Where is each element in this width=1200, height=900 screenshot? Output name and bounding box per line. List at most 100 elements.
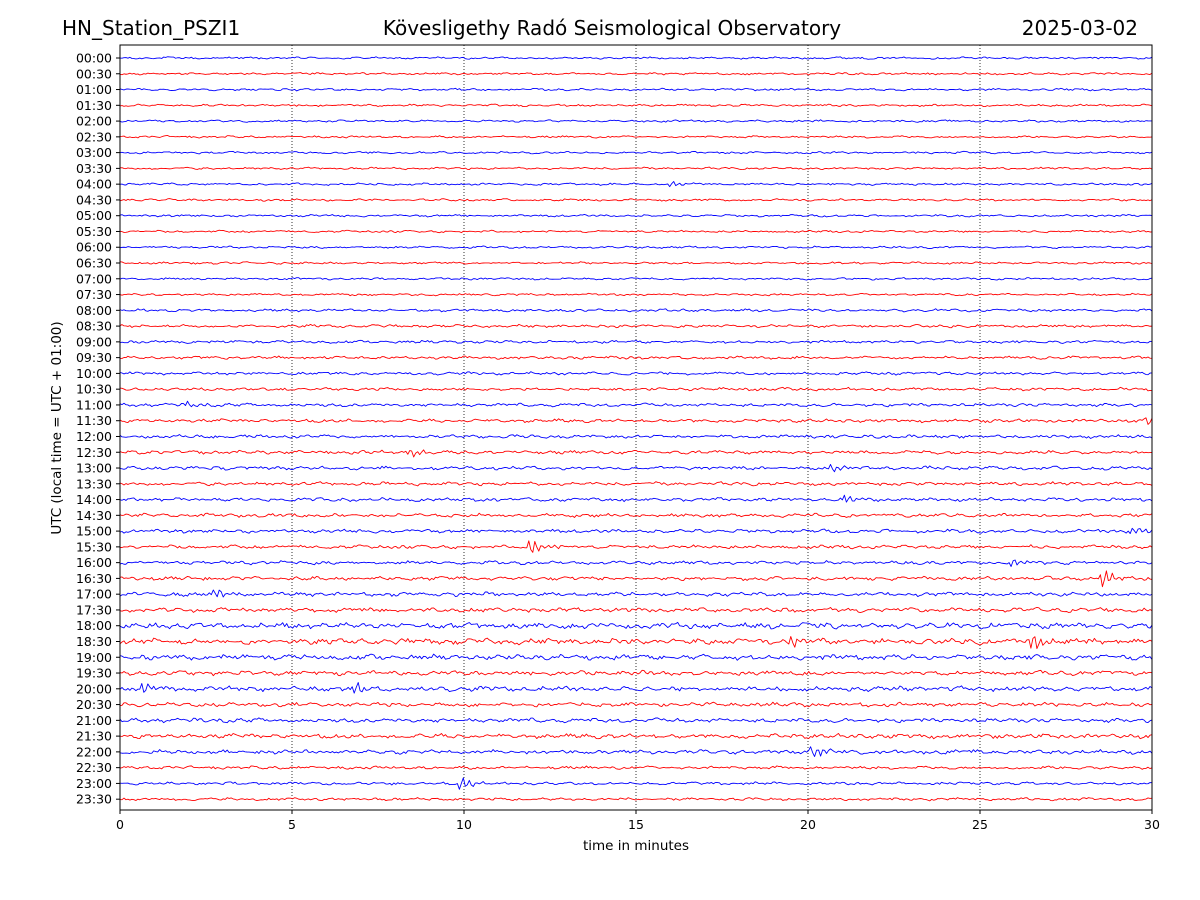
plot-frame <box>119 44 1153 811</box>
y-tick-label-15:00: 15:00 <box>76 524 112 539</box>
chart-date: 2025-03-02 <box>1022 16 1138 40</box>
y-tick-label-03:00: 03:00 <box>76 145 112 160</box>
trace-10:30 <box>119 386 1153 392</box>
chart-title: Kövesligethy Radó Seismological Observat… <box>383 16 841 40</box>
x-tick-label-10: 10 <box>456 817 472 832</box>
y-tick-label-02:00: 02:00 <box>76 114 112 129</box>
y-tick-label-20:30: 20:30 <box>76 697 112 712</box>
trace-09:00 <box>119 339 1153 344</box>
trace-22:00 <box>119 746 1153 757</box>
trace-01:00 <box>119 87 1153 92</box>
trace-06:30 <box>119 261 1153 265</box>
y-tick-label-17:00: 17:00 <box>76 587 112 602</box>
y-tick-label-02:30: 02:30 <box>76 129 112 144</box>
trace-04:00 <box>119 181 1153 188</box>
y-tick-label-01:30: 01:30 <box>76 98 112 113</box>
trace-08:00 <box>119 308 1153 313</box>
y-tick-label-21:00: 21:00 <box>76 713 112 728</box>
trace-07:30 <box>119 292 1153 297</box>
trace-05:00 <box>119 214 1153 218</box>
y-tick-label-19:00: 19:00 <box>76 650 112 665</box>
y-tick-label-21:30: 21:30 <box>76 729 112 744</box>
trace-13:30 <box>119 481 1153 487</box>
y-tick-label-00:30: 00:30 <box>76 66 112 81</box>
y-tick-label-07:30: 07:30 <box>76 287 112 302</box>
trace-03:00 <box>119 150 1153 155</box>
y-tick-label-22:00: 22:00 <box>76 744 112 759</box>
trace-16:30 <box>119 570 1153 588</box>
y-tick-label-08:00: 08:00 <box>76 303 112 318</box>
y-tick-label-15:30: 15:30 <box>76 539 112 554</box>
y-tick-label-18:00: 18:00 <box>76 618 112 633</box>
trace-00:00 <box>119 56 1153 60</box>
y-tick-label-13:30: 13:30 <box>76 476 112 491</box>
trace-18:30 <box>119 636 1153 650</box>
x-tick-label-30: 30 <box>1144 817 1160 832</box>
y-tick-label-20:00: 20:00 <box>76 681 112 696</box>
trace-12:00 <box>119 434 1153 439</box>
y-tick-label-16:30: 16:30 <box>76 571 112 586</box>
x-tick-label-20: 20 <box>800 817 816 832</box>
y-tick-label-05:30: 05:30 <box>76 224 112 239</box>
y-axis-label: UTC (local time = UTC + 01:00) <box>49 321 65 534</box>
y-tick-label-09:30: 09:30 <box>76 350 112 365</box>
y-tick-label-14:00: 14:00 <box>76 492 112 507</box>
trace-21:00 <box>119 717 1153 724</box>
x-tick-label-0: 0 <box>116 817 124 832</box>
seismic-traces <box>119 56 1153 802</box>
x-tick-labels: 0 5 10 15 20 25 30 <box>116 810 1160 832</box>
trace-04:30 <box>119 198 1153 202</box>
y-tick-label-06:30: 06:30 <box>76 256 112 271</box>
y-tick-label-23:00: 23:00 <box>76 776 112 791</box>
vertical-gridlines <box>291 45 981 810</box>
trace-02:30 <box>119 135 1153 139</box>
x-tick-label-25: 25 <box>972 817 988 832</box>
y-tick-label-13:00: 13:00 <box>76 461 112 476</box>
y-tick-label-10:30: 10:30 <box>76 382 112 397</box>
trace-19:30 <box>119 669 1153 677</box>
trace-01:30 <box>119 103 1153 108</box>
y-tick-label-14:30: 14:30 <box>76 508 112 523</box>
trace-23:30 <box>119 797 1153 802</box>
x-tick-label-15: 15 <box>628 817 644 832</box>
trace-23:00 <box>119 777 1153 790</box>
trace-06:00 <box>119 245 1153 250</box>
y-tick-label-23:30: 23:30 <box>76 792 112 807</box>
trace-17:30 <box>119 607 1153 613</box>
trace-12:30 <box>119 449 1153 458</box>
y-tick-label-12:30: 12:30 <box>76 445 112 460</box>
trace-13:00 <box>119 464 1153 473</box>
y-tick-label-04:00: 04:00 <box>76 177 112 192</box>
y-tick-label-00:00: 00:00 <box>76 51 112 66</box>
trace-03:30 <box>119 166 1153 171</box>
y-tick-label-09:00: 09:00 <box>76 334 112 349</box>
x-tick-label-5: 5 <box>288 817 296 832</box>
y-tick-label-01:00: 01:00 <box>76 82 112 97</box>
trace-08:30 <box>119 323 1153 329</box>
y-tick-label-07:00: 07:00 <box>76 271 112 286</box>
y-tick-label-12:00: 12:00 <box>76 429 112 444</box>
y-tick-label-10:00: 10:00 <box>76 366 112 381</box>
y-tick-label-19:30: 19:30 <box>76 666 112 681</box>
trace-20:30 <box>119 701 1153 708</box>
trace-15:00 <box>119 527 1153 534</box>
trace-22:30 <box>119 765 1153 770</box>
y-tick-label-11:30: 11:30 <box>76 413 112 428</box>
x-axis-label: time in minutes <box>583 838 689 854</box>
y-tick-labels: 00:0000:3001:0001:3002:0002:3003:0003:30… <box>76 51 120 807</box>
trace-15:30 <box>119 540 1153 553</box>
y-tick-label-11:00: 11:00 <box>76 397 112 412</box>
trace-11:00 <box>119 400 1153 408</box>
y-tick-label-03:30: 03:30 <box>76 161 112 176</box>
y-tick-label-04:30: 04:30 <box>76 192 112 207</box>
trace-21:30 <box>119 732 1153 740</box>
trace-07:00 <box>119 277 1153 281</box>
trace-14:30 <box>119 512 1153 518</box>
station-name: HN_Station_PSZI1 <box>62 16 240 40</box>
trace-19:00 <box>119 653 1153 661</box>
y-tick-label-18:30: 18:30 <box>76 634 112 649</box>
y-tick-label-16:00: 16:00 <box>76 555 112 570</box>
y-tick-label-06:00: 06:00 <box>76 240 112 255</box>
trace-11:30 <box>119 417 1153 425</box>
